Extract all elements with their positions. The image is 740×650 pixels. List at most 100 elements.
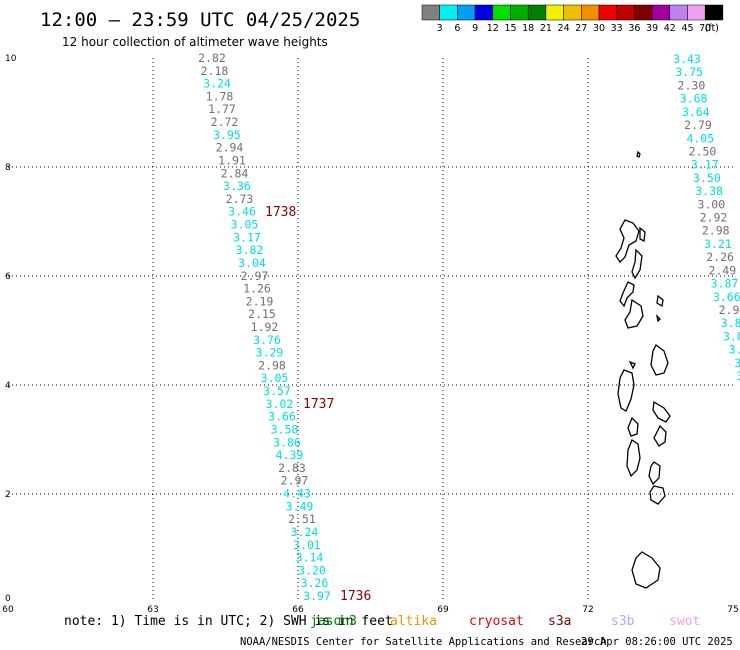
y-tick-label: 10	[5, 54, 17, 64]
wave-height-value: 3	[734, 356, 740, 370]
wave-height-value: 4.39	[276, 448, 304, 462]
scale-swatch	[598, 4, 617, 21]
footer-timestamp: 29 Apr 08:26:00 UTC 2025	[581, 636, 733, 648]
wave-height-value: 2.9	[719, 303, 740, 317]
wave-height-value: 4.43	[283, 487, 311, 501]
page-title: 12:00 – 23:59 UTC 04/25/2025	[40, 9, 360, 31]
pass-time-label: 1738	[265, 205, 296, 220]
wave-height-value: 3.14	[296, 551, 324, 565]
island-outline	[639, 226, 646, 242]
wave-height-value: 3.66	[713, 290, 740, 304]
footer-credit: NOAA/NESDIS Center for Satellite Applica…	[240, 636, 607, 648]
satellite-name: s3b	[611, 614, 635, 629]
island-outline	[656, 294, 664, 308]
scale-label: 27	[575, 23, 587, 34]
wave-height-value: 2.51	[288, 512, 316, 526]
wave-height-value: 2.94	[216, 141, 244, 155]
wave-height-value: 3.04	[238, 256, 266, 270]
wave-height-value: 2.50	[689, 145, 717, 159]
island-outlines	[615, 150, 671, 589]
wave-height-value: 3.87	[711, 277, 739, 291]
wave-height-value: 3.97	[303, 589, 331, 603]
wave-height-value: 3.36	[223, 179, 251, 193]
wave-height-value: 2.79	[684, 118, 712, 132]
island-outline	[617, 369, 635, 412]
scale-label: 30	[593, 23, 605, 34]
wave-height-value: 3.95	[213, 128, 241, 142]
wave-height-value: 2.72	[211, 115, 239, 129]
scale-label: 42	[664, 23, 676, 34]
wave-height-value: 1.78	[206, 89, 234, 103]
satellite-name: jason3	[310, 614, 357, 629]
wave-height-value: 3.64	[682, 105, 710, 119]
scale-swatch	[581, 4, 600, 21]
wave-height-value: 3.46	[228, 205, 256, 219]
scale-label: 45	[681, 23, 693, 34]
scale-swatch	[492, 4, 511, 21]
wave-height-value: 3.86	[273, 435, 301, 449]
scale-swatch	[545, 4, 564, 21]
y-tick-label: 0	[5, 594, 11, 604]
wave-height-value: 3.58	[271, 423, 299, 437]
satellite-legend: jason3 altika cryosat s3a s3b swot	[310, 614, 700, 629]
wave-height-value: 2.18	[201, 64, 229, 78]
footer-note: note: 1) Time is in UTC; 2) SWH is in fe…	[64, 614, 393, 629]
y-tick-label: 2	[5, 490, 11, 500]
island-outline	[631, 551, 661, 589]
wave-height-value: 2.73	[226, 192, 254, 206]
wave-height-value: 3.66	[268, 410, 296, 424]
island-outline	[619, 281, 635, 308]
wave-height-value: 3.	[729, 343, 740, 357]
scale-swatch	[527, 4, 547, 21]
wave-height-observations: 3.973.263.203.143.013.242.513.494.432.97…	[198, 51, 740, 604]
wave-height-value: 1.92	[251, 320, 279, 334]
scale-label: 3	[437, 23, 443, 34]
wave-height-value: 2.92	[700, 211, 728, 225]
scale-swatch	[563, 4, 582, 21]
wave-height-value: 3.24	[203, 77, 231, 91]
island-outline	[653, 424, 667, 447]
wave-height-value: 4.05	[686, 131, 714, 145]
wave-height-value: 3.50	[693, 171, 721, 185]
wave-height-value: 3.24	[291, 525, 319, 539]
island-outline	[627, 416, 639, 437]
scale-swatch	[669, 4, 688, 21]
x-tick-label: 75	[727, 605, 738, 615]
island-outline	[615, 219, 640, 264]
x-tick-label: 63	[147, 605, 158, 615]
wave-height-value: 3.01	[293, 538, 321, 552]
island-outline	[636, 150, 641, 158]
wave-height-value: 3.49	[286, 499, 314, 513]
wave-height-value: 3.75	[675, 65, 703, 79]
wave-height-value: 3.05	[261, 371, 289, 385]
island-outline	[650, 344, 669, 376]
wave-height-value: 2.19	[246, 294, 274, 308]
wave-height-value: 2.98	[258, 358, 286, 372]
scale-swatch	[421, 4, 440, 21]
island-outline	[628, 360, 636, 370]
x-tick-label: 72	[582, 605, 593, 615]
wave-height-value: 3.57	[263, 384, 291, 398]
wave-height-value: 3.20	[298, 563, 326, 577]
wave-height-value: 3.8	[723, 329, 740, 343]
axis-tick-labels: 60 63 66 69 72 75 0 2 4 6 8 10	[2, 54, 738, 615]
wave-height-value: 3.17	[233, 230, 261, 244]
island-outline	[648, 461, 661, 486]
scale-label: 39	[646, 23, 658, 34]
wave-height-value: 1.26	[243, 282, 271, 296]
scale-swatch	[510, 4, 529, 21]
scale-label: 33	[611, 23, 623, 34]
satellite-name: s3a	[548, 614, 571, 629]
scale-label: 70	[699, 23, 711, 34]
scale-swatch	[704, 4, 724, 21]
island-outline	[652, 400, 671, 423]
island-outline	[631, 248, 643, 280]
wave-height-value: 3.82	[236, 243, 264, 257]
scale-swatch	[616, 4, 635, 21]
page-subtitle: 12 hour collection of altimeter wave hei…	[62, 35, 328, 49]
wave-height-value: 2.82	[198, 51, 226, 65]
scale-label: 21	[540, 23, 552, 34]
island-outline	[655, 314, 661, 323]
scale-swatch	[474, 4, 494, 21]
